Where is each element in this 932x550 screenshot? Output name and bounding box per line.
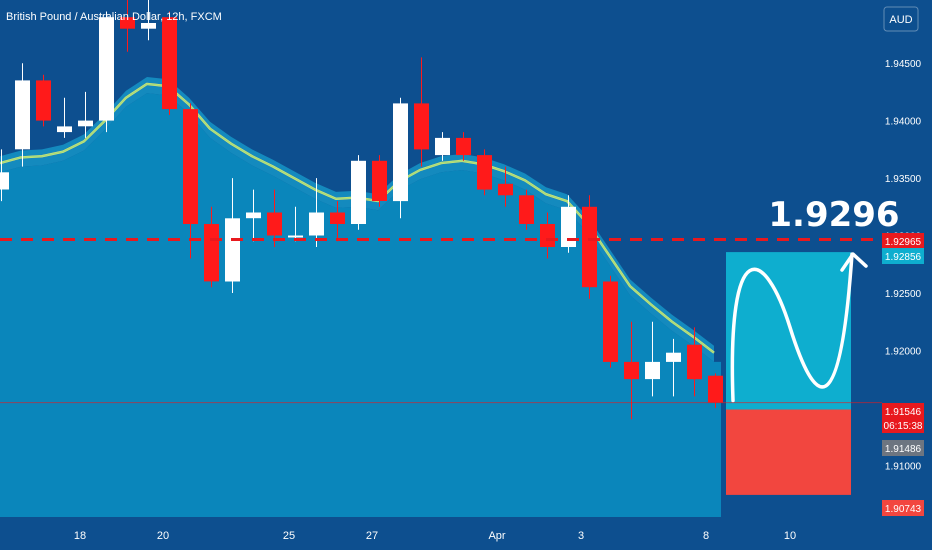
price-lines (0, 238, 882, 404)
candle-body (477, 155, 492, 190)
price-label-target-text: 1.92965 (885, 237, 922, 248)
candle-body (183, 109, 198, 224)
candle-body (708, 375, 723, 403)
candle-body (309, 212, 324, 236)
candle-body (666, 352, 681, 362)
y-tick-label: 1.91000 (885, 461, 922, 472)
y-tick-label: 1.92000 (885, 346, 922, 357)
candle-body (624, 361, 639, 380)
price-label-stop-top: 1.91486 (882, 440, 924, 456)
candle-body (15, 80, 30, 150)
x-tick-label: 8 (703, 530, 709, 542)
candle-body (561, 206, 576, 247)
area-layer (0, 77, 721, 517)
candle-body (0, 172, 9, 190)
price-label-stop-bottom: 1.90743 (882, 500, 924, 516)
candle-body (351, 160, 366, 224)
price-label-target: 1.92965 (882, 233, 924, 249)
x-tick-label: Apr (488, 530, 505, 542)
x-tick-label: 10 (784, 530, 796, 542)
x-tick-label: 27 (366, 530, 378, 542)
candle-body (456, 137, 471, 156)
price-label-last: 1.91546 06:15:38 (882, 403, 924, 433)
y-tick-label: 1.92500 (885, 289, 922, 300)
candle-body (582, 206, 597, 288)
candle-body (225, 218, 240, 282)
candle-body (288, 235, 303, 238)
candle-body (330, 212, 345, 224)
candle-body (204, 224, 219, 282)
candle-body (99, 17, 114, 121)
forecast-curve (730, 252, 854, 403)
candle-body (540, 224, 555, 247)
currency-button-label: AUD (889, 14, 912, 26)
candle-body (36, 80, 51, 121)
candle-body (687, 344, 702, 380)
price-label-stop-top-text: 1.91486 (885, 444, 922, 455)
price-label-stop-bottom-text: 1.90743 (885, 504, 922, 515)
x-axis-band (0, 517, 932, 550)
currency-button[interactable]: AUD (883, 6, 919, 32)
countdown-text: 06:15:38 (884, 421, 923, 432)
x-tick-label: 20 (157, 530, 169, 542)
x-tick-label: 3 (578, 530, 584, 542)
candle-body (414, 103, 429, 150)
y-tick-label: 1.94500 (885, 59, 922, 70)
candle-body (246, 212, 261, 219)
position-zones (726, 252, 868, 495)
stop-zone (726, 409, 851, 495)
candle-body (78, 120, 93, 127)
forecast-arrowhead (840, 252, 868, 272)
candle-body (162, 17, 177, 110)
axes: 1.945001.940001.935001.930001.925001.920… (0, 59, 932, 550)
price-label-ma: 1.92856 (882, 248, 924, 264)
candle-body (603, 281, 618, 362)
y-tick-label: 1.93500 (885, 174, 922, 185)
candle-body (435, 137, 450, 156)
x-tick-label: 25 (283, 530, 295, 542)
symbol-title: British Pound / Australian Dollar, 12h, … (6, 11, 222, 23)
target-annotation: 1.9296 (768, 195, 899, 235)
candle-body (393, 103, 408, 202)
candle-body (645, 361, 660, 380)
y-tick-label: 1.94000 (885, 117, 922, 128)
candle-body (267, 212, 282, 236)
candle-body (372, 160, 387, 201)
candle-body (57, 126, 72, 133)
candle-layer (0, 0, 723, 420)
candle-body (120, 17, 135, 29)
candle-body (519, 195, 534, 224)
candle-body (498, 183, 513, 196)
price-area (0, 93, 721, 517)
x-tick-label: 18 (74, 530, 86, 542)
price-label-last-text: 1.91546 (885, 407, 922, 418)
candle-body (141, 23, 156, 29)
price-label-ma-text: 1.92856 (885, 252, 922, 263)
